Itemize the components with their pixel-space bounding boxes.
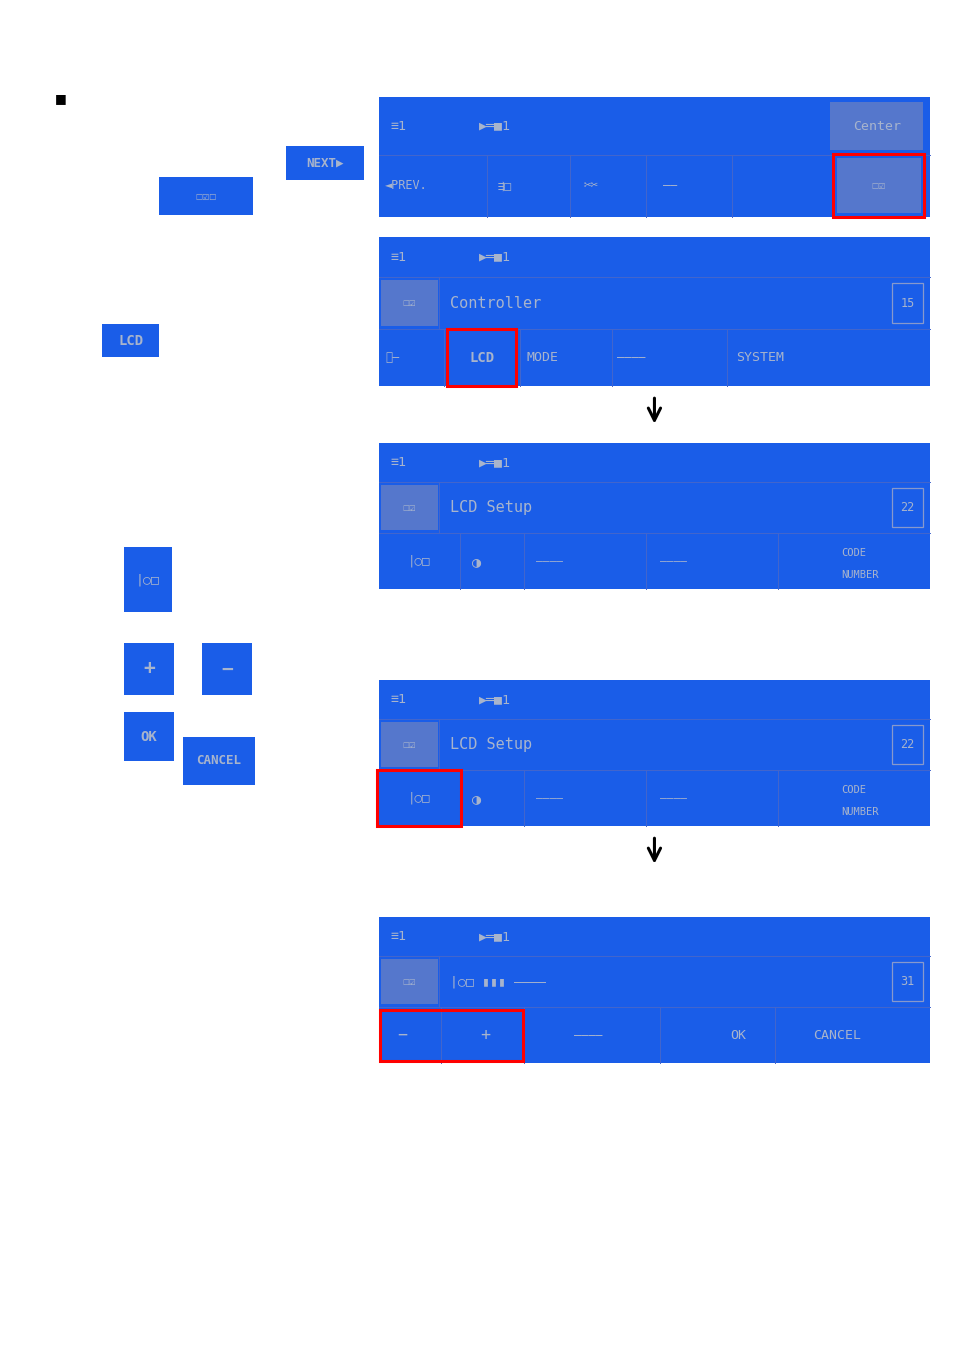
Text: ≡1: ≡1 [390, 250, 406, 264]
Text: ☐☑: ☐☑ [402, 739, 416, 750]
Text: MODE: MODE [526, 351, 558, 364]
Text: NUMBER: NUMBER [841, 570, 878, 580]
Text: ————: ———— [536, 556, 562, 566]
Bar [124, 643, 173, 695]
Text: NUMBER: NUMBER [841, 807, 878, 816]
Text: |○□: |○□ [407, 555, 430, 567]
Text: NEXT▶: NEXT▶ [306, 157, 344, 169]
Text: ————: ———— [617, 351, 645, 364]
Text: ≡1: ≡1 [390, 930, 406, 942]
Text: Center: Center [852, 119, 900, 133]
Text: ————: ———— [659, 556, 686, 566]
Bar [124, 547, 172, 612]
Text: 22: 22 [900, 738, 914, 751]
Bar [380, 280, 437, 326]
Bar [891, 963, 923, 1001]
Text: ▶═■1: ▶═■1 [478, 693, 511, 705]
Text: +: + [480, 1026, 490, 1044]
Bar [378, 97, 929, 217]
Text: OK: OK [140, 730, 157, 743]
Bar [379, 1010, 522, 1060]
Bar [447, 329, 516, 386]
Text: |○□: |○□ [407, 792, 430, 804]
Text: ▶═■1: ▶═■1 [478, 456, 511, 468]
Bar [891, 726, 923, 764]
Text: ▶═■1: ▶═■1 [478, 930, 511, 942]
Text: 15: 15 [900, 297, 914, 310]
Bar [124, 712, 173, 761]
Bar [286, 146, 364, 180]
Bar [380, 959, 437, 1005]
Text: ☐☑: ☐☑ [871, 179, 884, 192]
Text: ————: ———— [536, 793, 562, 803]
Bar [891, 283, 923, 324]
Bar [836, 158, 920, 213]
Text: ≡1: ≡1 [390, 693, 406, 705]
Text: LCD: LCD [118, 333, 143, 348]
Text: ⇶□: ⇶□ [497, 179, 512, 192]
Bar [376, 770, 460, 826]
Bar [380, 538, 456, 585]
Bar [378, 680, 929, 826]
Text: CANCEL: CANCEL [196, 754, 241, 768]
Bar [102, 324, 159, 357]
Bar [891, 489, 923, 527]
Text: ▶═■1: ▶═■1 [478, 250, 511, 264]
Text: SYSTEM: SYSTEM [736, 351, 783, 364]
Text: OK: OK [729, 1029, 745, 1041]
Bar [832, 154, 923, 217]
Bar [829, 102, 923, 150]
Bar [380, 722, 437, 768]
Text: ⚷—: ⚷— [385, 351, 399, 364]
Text: ✂✂: ✂✂ [583, 179, 598, 192]
Text: ≡1: ≡1 [390, 119, 406, 133]
Text: ——: —— [662, 179, 677, 192]
Bar [378, 237, 929, 386]
Bar [451, 333, 512, 382]
Text: CANCEL: CANCEL [812, 1029, 860, 1041]
Text: CODE: CODE [841, 548, 865, 558]
Bar [159, 177, 253, 215]
Text: Controller: Controller [450, 295, 541, 310]
Text: ◄PREV.: ◄PREV. [385, 179, 428, 192]
Text: +: + [143, 659, 154, 678]
Text: ☐☑: ☐☑ [402, 298, 416, 309]
Text: ————: ———— [659, 793, 686, 803]
Text: CODE: CODE [841, 785, 865, 795]
Text: ◑: ◑ [472, 554, 481, 569]
Text: 31: 31 [900, 975, 914, 988]
Text: ≡1: ≡1 [390, 456, 406, 468]
Text: |○□ ▮▮▮ ————: |○□ ▮▮▮ ———— [450, 975, 546, 988]
Text: |○□: |○□ [135, 573, 160, 586]
Text: ▶═■1: ▶═■1 [478, 119, 511, 133]
Text: ————: ———— [574, 1029, 602, 1041]
Text: ■: ■ [55, 92, 67, 106]
Bar [202, 643, 252, 695]
Text: LCD Setup: LCD Setup [450, 738, 532, 753]
Text: −: − [397, 1026, 407, 1044]
Text: −: − [221, 659, 233, 678]
Text: LCD: LCD [469, 351, 494, 364]
Bar [378, 917, 929, 1063]
Bar [380, 774, 456, 822]
Text: ☐☑: ☐☑ [402, 976, 416, 987]
Text: ☐☑☐: ☐☑☐ [195, 190, 216, 203]
Bar [183, 737, 254, 785]
Bar [380, 485, 437, 531]
Text: LCD Setup: LCD Setup [450, 501, 532, 516]
Text: ◑: ◑ [472, 791, 481, 806]
Bar [378, 443, 929, 589]
Text: 22: 22 [900, 501, 914, 515]
Text: ☐☑: ☐☑ [402, 502, 416, 513]
